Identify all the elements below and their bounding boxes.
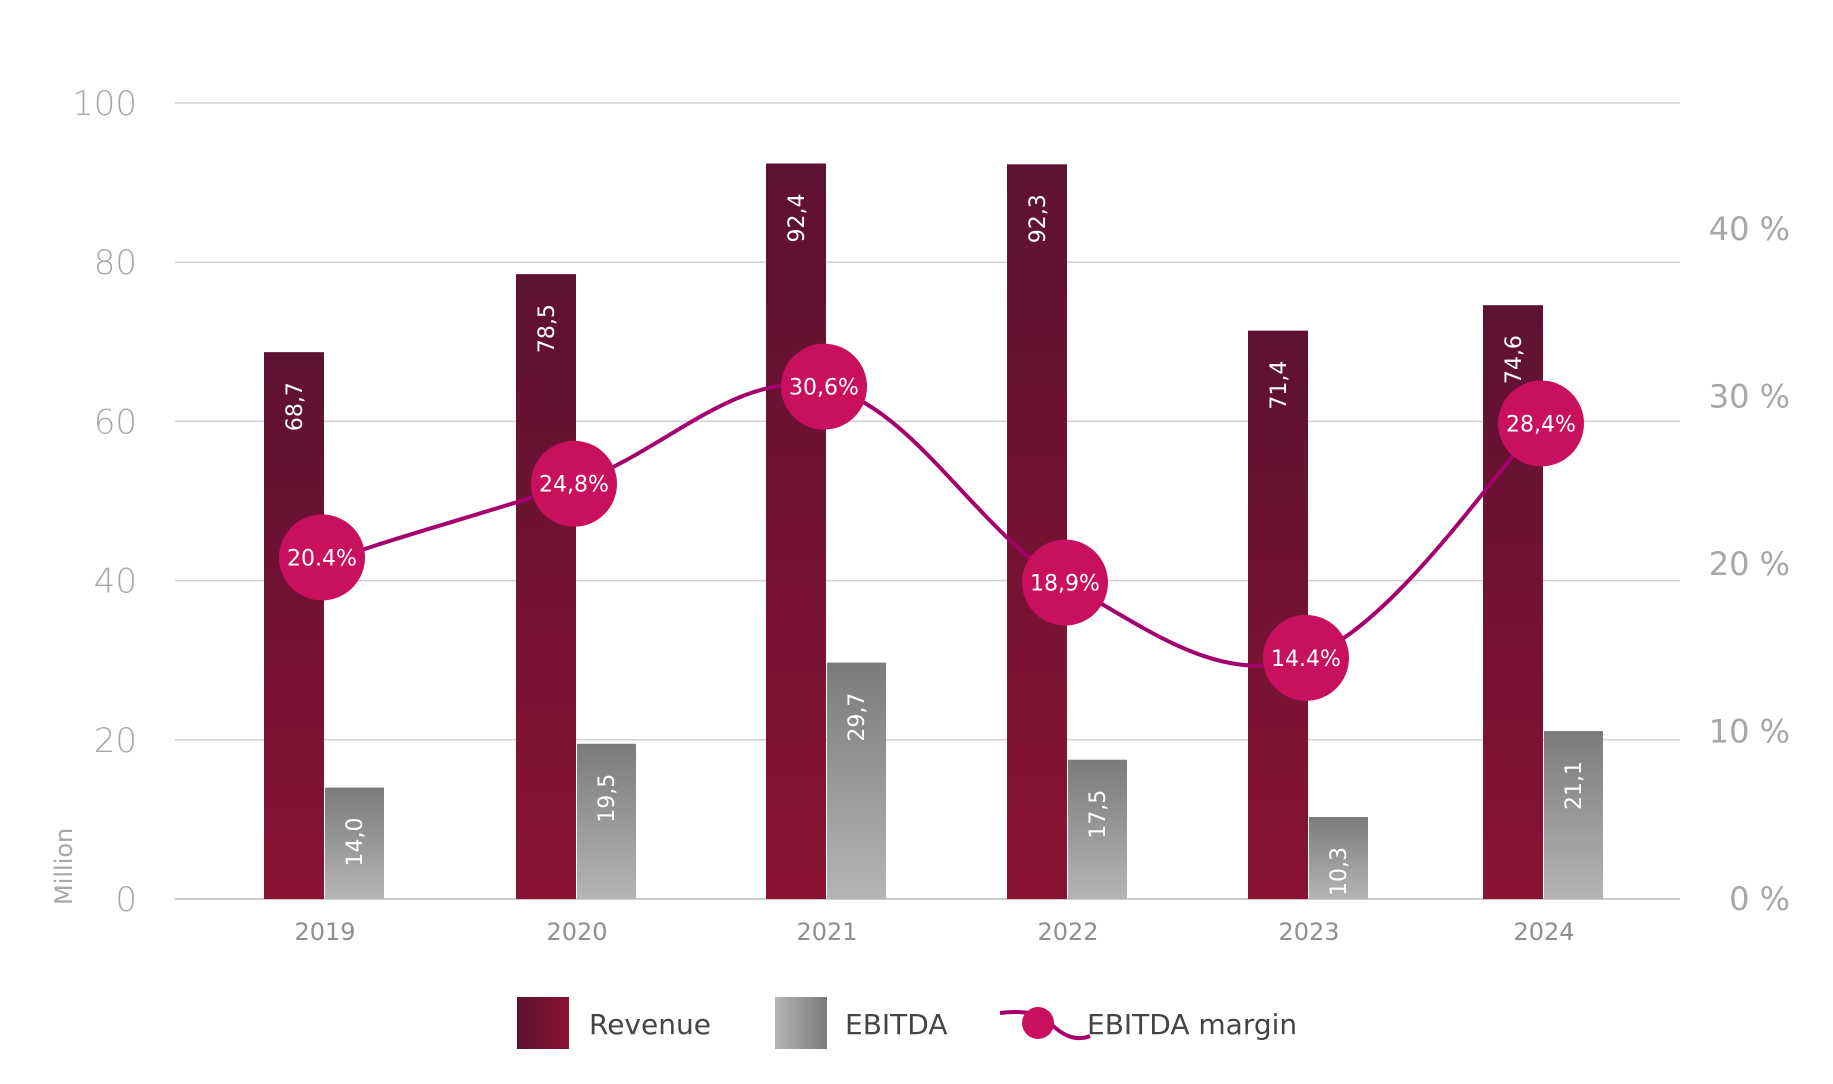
x-tick-label: 2022 — [1037, 918, 1098, 946]
ebitda-value-label: 17,5 — [1086, 790, 1111, 839]
margin-marker — [781, 343, 867, 430]
right-tick-label: 20 % — [1709, 545, 1790, 583]
revenue-value-label: 92,3 — [1026, 194, 1051, 243]
x-tick-label: 2023 — [1278, 918, 1339, 946]
x-tick-label: 2020 — [546, 918, 607, 946]
legend-ebitda-swatch — [775, 997, 827, 1049]
right-axis-ticks: 0 % 10 % 20 % 30 % 40 % — [1709, 210, 1790, 918]
right-tick-label: 0 % — [1729, 880, 1790, 918]
legend: Revenue EBITDA EBITDA margin — [517, 997, 1297, 1049]
ebitda-bar — [1309, 817, 1368, 899]
margin-value-label: 24,8% — [539, 473, 609, 498]
legend-ebitda-label: EBITDA — [845, 1008, 947, 1041]
left-tick-label: 80 — [94, 243, 137, 283]
left-tick-label: 0 — [115, 880, 137, 920]
margin-line-layer — [321, 382, 1543, 668]
revenue-value-label: 78,5 — [535, 304, 560, 353]
ebitda-value-label: 29,7 — [845, 693, 870, 742]
margin-markers: 20.4% 24,8% 30,6% 18,9% 14.4% 28,4% — [279, 343, 1584, 701]
margin-value-label: 18,9% — [1030, 572, 1100, 597]
x-tick-label: 2019 — [294, 918, 355, 946]
revenue-bar — [1007, 164, 1067, 900]
ebitda-bar — [577, 743, 636, 899]
legend-revenue-label: Revenue — [589, 1008, 711, 1041]
revenue-value-label: 74,6 — [1502, 335, 1527, 384]
x-axis-ticks: 2019 2020 2021 2022 2023 2024 — [294, 918, 1574, 946]
left-axis-ticks: 0 20 40 60 80 100 — [72, 84, 137, 920]
margin-marker — [279, 514, 365, 601]
margin-marker — [1263, 614, 1349, 701]
gridlines — [175, 102, 1680, 900]
legend-revenue-swatch — [517, 997, 569, 1049]
legend-margin-label: EBITDA margin — [1087, 1008, 1297, 1041]
left-tick-label: 60 — [94, 402, 137, 442]
ebitda-value-label: 19,5 — [595, 774, 620, 823]
revenue-bar — [1248, 330, 1308, 899]
legend-margin-marker — [1022, 1007, 1054, 1039]
margin-marker — [1498, 380, 1584, 467]
margin-value-label: 30,6% — [789, 376, 859, 401]
revenue-value-label: 68,7 — [283, 382, 308, 431]
margin-value-label: 20.4% — [287, 546, 357, 571]
ebitda-bar — [1068, 759, 1127, 899]
y-axis-title: Million — [50, 828, 78, 905]
left-tick-label: 20 — [94, 721, 137, 761]
revenue-value-label: 71,4 — [1267, 361, 1292, 410]
margin-marker — [1022, 539, 1108, 626]
revenue-bar — [766, 163, 826, 900]
right-tick-label: 40 % — [1709, 210, 1790, 248]
right-tick-label: 30 % — [1709, 378, 1790, 416]
left-tick-label: 40 — [94, 562, 137, 602]
ebitda-bar — [1544, 731, 1603, 899]
ebitda-value-label: 10,3 — [1327, 847, 1352, 896]
ebitda-value-label: 14,0 — [343, 818, 368, 867]
revenue-value-label: 92,4 — [785, 193, 810, 242]
revenue-bar — [516, 274, 576, 899]
revenue-bar — [264, 352, 324, 899]
bars: 68,7 14,0 78,5 19,5 92,4 29,7 92,3 17,5 71,4 10,3… — [264, 163, 1603, 900]
ebitda-value-label: 21,1 — [1562, 761, 1587, 810]
x-tick-label: 2021 — [796, 918, 857, 946]
left-tick-label: 100 — [72, 84, 137, 124]
ebitda-bar — [325, 787, 384, 899]
right-tick-label: 10 % — [1709, 713, 1790, 751]
ebitda-bar — [827, 662, 886, 899]
margin-value-label: 14.4% — [1271, 647, 1341, 672]
x-tick-label: 2024 — [1513, 918, 1574, 946]
margin-line — [321, 382, 1543, 668]
margin-value-label: 28,4% — [1506, 412, 1576, 437]
margin-marker — [531, 440, 617, 527]
